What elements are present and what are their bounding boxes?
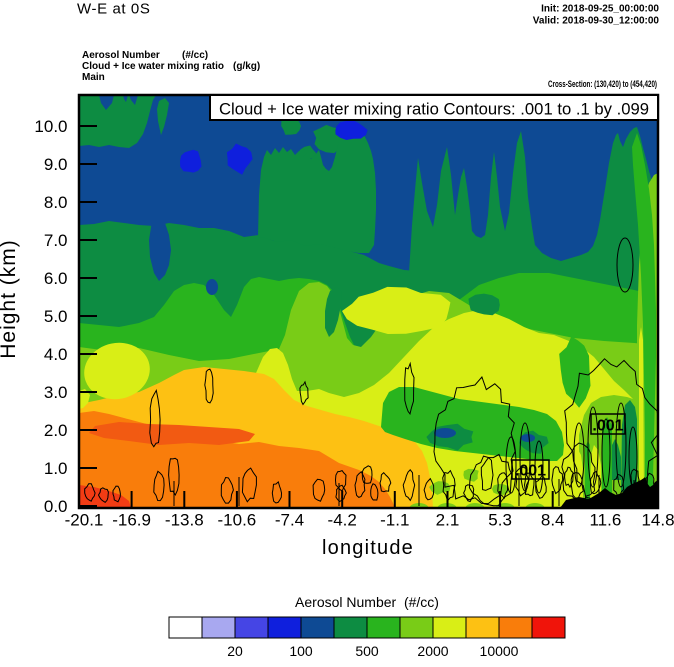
- svg-text:100: 100: [289, 643, 313, 659]
- svg-text:Valid: 2018-09-30_12:00:00: Valid: 2018-09-30_12:00:00: [533, 16, 660, 27]
- svg-text:1.0: 1.0: [44, 459, 68, 478]
- svg-text:Cloud + Ice water mixing ratio: Cloud + Ice water mixing ratio: [82, 61, 224, 72]
- svg-text:10.0: 10.0: [34, 117, 67, 136]
- svg-text:5.3: 5.3: [488, 511, 512, 530]
- svg-text:6.0: 6.0: [44, 269, 68, 288]
- svg-text:0.0: 0.0: [44, 497, 68, 516]
- svg-text:Cross-Section: (130,420) to (4: Cross-Section: (130,420) to (454,420): [548, 79, 657, 89]
- svg-text:9.0: 9.0: [44, 155, 68, 174]
- svg-text:Init: 2018-09-25_00:00:00: Init: 2018-09-25_00:00:00: [541, 4, 659, 15]
- svg-text:(g/kg): (g/kg): [233, 61, 260, 72]
- svg-text:-16.9: -16.9: [112, 511, 151, 530]
- svg-text:5.0: 5.0: [44, 307, 68, 326]
- svg-text:2.0: 2.0: [44, 421, 68, 440]
- svg-text:8.4: 8.4: [541, 511, 565, 530]
- svg-text:W-E at 0S: W-E at 0S: [77, 1, 150, 18]
- svg-text:Aerosol Number: Aerosol Number: [82, 50, 160, 61]
- svg-text:-20.1: -20.1: [65, 511, 104, 530]
- svg-text:7.0: 7.0: [44, 231, 68, 250]
- svg-text:(#/cc): (#/cc): [182, 50, 208, 61]
- svg-text:.001: .001: [515, 463, 546, 480]
- svg-text:Cloud + Ice water mixing ratio: Cloud + Ice water mixing ratio Contours:…: [219, 100, 649, 119]
- svg-text:Height (km): Height (km): [0, 239, 20, 359]
- svg-text:500: 500: [355, 643, 379, 659]
- svg-text:Aerosol Number (#/cc): Aerosol Number (#/cc): [295, 594, 439, 610]
- svg-text:-10.6: -10.6: [218, 511, 257, 530]
- svg-text:14.8: 14.8: [641, 511, 674, 530]
- svg-text:-1.1: -1.1: [380, 511, 409, 530]
- svg-text:2000: 2000: [417, 643, 448, 659]
- svg-text:3.0: 3.0: [44, 383, 68, 402]
- svg-text:Main: Main: [82, 72, 105, 83]
- svg-text:2.1: 2.1: [436, 511, 460, 530]
- svg-text:-13.8: -13.8: [165, 511, 204, 530]
- svg-text:20: 20: [227, 643, 243, 659]
- svg-text:-7.4: -7.4: [275, 511, 304, 530]
- svg-text:8.0: 8.0: [44, 193, 68, 212]
- svg-text:10000: 10000: [480, 643, 519, 659]
- svg-text:.001: .001: [592, 418, 623, 435]
- svg-text:4.0: 4.0: [44, 345, 68, 364]
- svg-text:11.6: 11.6: [589, 511, 621, 530]
- svg-text:longitude: longitude: [322, 537, 414, 559]
- svg-text:-4.2: -4.2: [328, 511, 357, 530]
